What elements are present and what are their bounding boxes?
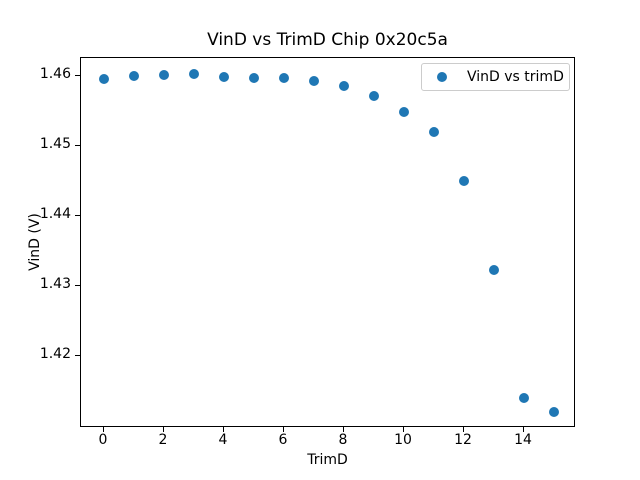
x-axis-label: TrimD (307, 452, 348, 468)
scatter-point (549, 407, 559, 417)
legend-series-label: VinD vs trimD (467, 69, 564, 85)
y-tick-label: 1.44 (39, 206, 71, 222)
scatter-point (369, 91, 379, 101)
y-tick-label: 1.46 (39, 66, 71, 82)
x-tick-label: 14 (514, 432, 532, 448)
x-tick-mark (343, 427, 344, 432)
x-tick-label: 2 (158, 432, 168, 448)
y-tick-mark (75, 215, 80, 216)
y-tick-label: 1.42 (39, 346, 71, 362)
scatter-point (279, 73, 289, 83)
x-tick-mark (463, 427, 464, 432)
scatter-point (459, 176, 469, 186)
legend: VinD vs trimD (421, 63, 570, 91)
scatter-point (159, 70, 169, 80)
y-tick-mark (75, 75, 80, 76)
x-tick-mark (403, 427, 404, 432)
scatter-point (219, 72, 229, 82)
x-tick-label: 12 (454, 432, 472, 448)
x-tick-mark (283, 427, 284, 432)
y-tick-label: 1.45 (39, 136, 71, 152)
scatter-point (339, 81, 349, 91)
y-tick-label: 1.43 (39, 276, 71, 292)
x-tick-mark (523, 427, 524, 432)
scatter-point (189, 69, 199, 79)
scatter-point (429, 127, 439, 137)
scatter-point (249, 73, 259, 83)
scatter-point (519, 393, 529, 403)
scatter-point (129, 71, 139, 81)
y-tick-mark (75, 145, 80, 146)
x-tick-label: 6 (278, 432, 288, 448)
x-tick-label: 4 (218, 432, 228, 448)
y-tick-mark (75, 285, 80, 286)
scatter-point (99, 74, 109, 84)
scatter-point (489, 265, 499, 275)
x-tick-label: 0 (98, 432, 108, 448)
x-tick-label: 8 (338, 432, 348, 448)
x-tick-mark (103, 427, 104, 432)
chart-title: VinD vs TrimD Chip 0x20c5a (207, 30, 448, 50)
x-tick-mark (223, 427, 224, 432)
scatter-point (309, 76, 319, 86)
x-tick-label: 10 (394, 432, 412, 448)
x-tick-mark (163, 427, 164, 432)
scatter-point (399, 107, 409, 117)
legend-marker-dot (437, 72, 447, 82)
y-tick-mark (75, 355, 80, 356)
plot-area: VinD vs trimD (80, 57, 575, 427)
